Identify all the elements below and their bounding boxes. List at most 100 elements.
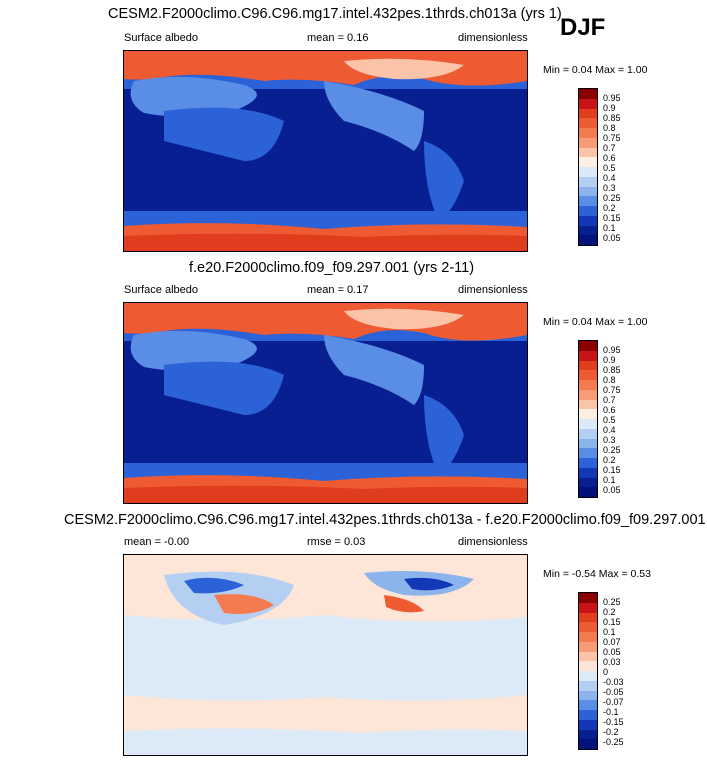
panel-1-units: dimensionless bbox=[458, 32, 528, 44]
panel-3-cb-swatch-1 bbox=[579, 593, 597, 603]
panel-1-cb-swatch-16 bbox=[579, 235, 597, 245]
panel-1-colorbar bbox=[578, 88, 598, 246]
panel-2-title: f.e20.F2000climo.f09_f09.297.001 (yrs 2-… bbox=[189, 260, 475, 276]
panel-1-cb-label-14: 0.1 bbox=[603, 223, 616, 233]
panel-1-cb-label-4: 0.8 bbox=[603, 123, 616, 133]
panel-2-cb-label-10: 0.3 bbox=[603, 435, 616, 445]
panel-3-cb-swatch-3 bbox=[579, 612, 597, 623]
panel-2-cb-label-1: 0.95 bbox=[603, 345, 621, 355]
panel-2-cb-label-5: 0.75 bbox=[603, 385, 621, 395]
panel-2-cb-swatch-10 bbox=[579, 428, 597, 439]
panel-3-cb-label-10: -0.05 bbox=[603, 687, 624, 697]
panel-2-cb-swatch-15 bbox=[579, 477, 597, 488]
panel-1-cb-swatch-14 bbox=[579, 215, 597, 226]
panel-3-cb-label-4: 0.1 bbox=[603, 627, 616, 637]
panel-1-cb-swatch-1 bbox=[579, 89, 597, 99]
panel-2-cb-label-4: 0.8 bbox=[603, 375, 616, 385]
panel-2-cb-label-3: 0.85 bbox=[603, 365, 621, 375]
panel-1-cb-label-3: 0.85 bbox=[603, 113, 621, 123]
panel-1-cb-label-11: 0.25 bbox=[603, 193, 621, 203]
panel-3-cb-label-15: -0.25 bbox=[603, 737, 624, 747]
panel-3-map-canvas bbox=[124, 555, 527, 755]
panel-2-cb-label-13: 0.15 bbox=[603, 465, 621, 475]
panel-3-cb-swatch-16 bbox=[579, 739, 597, 749]
panel-1-cb-label-8: 0.5 bbox=[603, 163, 616, 173]
panel-3-cb-swatch-8 bbox=[579, 661, 597, 671]
panel-2-minmax: Min = 0.04 Max = 1.00 bbox=[543, 316, 648, 328]
panel-1-cb-label-12: 0.2 bbox=[603, 203, 616, 213]
panel-3-cb-swatch-4 bbox=[579, 622, 597, 632]
panel-3-cb-label-3: 0.15 bbox=[603, 617, 621, 627]
panel-3-cb-swatch-2 bbox=[579, 602, 597, 613]
panel-3-cb-swatch-7 bbox=[579, 651, 597, 662]
panel-3-mean: mean = -0.00 bbox=[124, 536, 190, 548]
panel-3-cb-label-13: -0.15 bbox=[603, 717, 624, 727]
panel-2-cb-swatch-11 bbox=[579, 438, 597, 449]
panel-3-cb-swatch-14 bbox=[579, 719, 597, 730]
panel-1-cb-swatch-3 bbox=[579, 108, 597, 119]
panel-3-cb-swatch-15 bbox=[579, 729, 597, 740]
panel-3-cb-swatch-13 bbox=[579, 710, 597, 720]
panel-1-cb-swatch-6 bbox=[579, 137, 597, 148]
panel-1-cb-label-9: 0.4 bbox=[603, 173, 616, 183]
panel-2-variable: Surface albedo bbox=[124, 284, 198, 296]
panel-2-cb-swatch-13 bbox=[579, 458, 597, 468]
panel-1-map bbox=[123, 50, 528, 252]
panel-3-cb-label-14: -0.2 bbox=[603, 727, 619, 737]
season-label: DJF bbox=[560, 14, 606, 41]
panel-1-cb-swatch-8 bbox=[579, 157, 597, 167]
panel-2-units: dimensionless bbox=[458, 284, 528, 296]
panel-2-cb-swatch-7 bbox=[579, 399, 597, 410]
panel-2-cb-label-14: 0.1 bbox=[603, 475, 616, 485]
panel-3-cb-swatch-12 bbox=[579, 700, 597, 710]
panel-2-cb-label-15: 0.05 bbox=[603, 485, 621, 495]
panel-3-cb-label-5: 0.07 bbox=[603, 637, 621, 647]
panel-3-cb-label-1: 0.25 bbox=[603, 597, 621, 607]
panel-2-cb-swatch-1 bbox=[579, 341, 597, 351]
panel-3-colorbar bbox=[578, 592, 598, 750]
panel-1-cb-swatch-13 bbox=[579, 206, 597, 216]
panel-2-colorbar bbox=[578, 340, 598, 498]
panel-2-cb-swatch-4 bbox=[579, 370, 597, 380]
panel-2-cb-swatch-16 bbox=[579, 487, 597, 497]
panel-1-cb-swatch-12 bbox=[579, 196, 597, 206]
panel-2-map-canvas bbox=[124, 303, 527, 503]
panel-2-cb-label-9: 0.4 bbox=[603, 425, 616, 435]
panel-3-units: dimensionless bbox=[458, 536, 528, 548]
panel-1-cb-label-1: 0.95 bbox=[603, 93, 621, 103]
panel-2-map bbox=[123, 302, 528, 504]
panel-3-cb-label-6: 0.05 bbox=[603, 647, 621, 657]
panel-2-cb-swatch-14 bbox=[579, 467, 597, 478]
panel-2-cb-label-8: 0.5 bbox=[603, 415, 616, 425]
panel-1-cb-label-2: 0.9 bbox=[603, 103, 616, 113]
panel-3-map bbox=[123, 554, 528, 756]
panel-1-cb-swatch-10 bbox=[579, 176, 597, 187]
panel-2-cb-swatch-3 bbox=[579, 360, 597, 371]
panel-2-cb-label-12: 0.2 bbox=[603, 455, 616, 465]
panel-3-cb-swatch-11 bbox=[579, 690, 597, 701]
panel-1-cb-label-5: 0.75 bbox=[603, 133, 621, 143]
panel-1-cb-label-7: 0.6 bbox=[603, 153, 616, 163]
panel-1-cb-swatch-15 bbox=[579, 225, 597, 236]
panel-2-cb-swatch-6 bbox=[579, 389, 597, 400]
panel-3-cb-label-12: -0.1 bbox=[603, 707, 619, 717]
panel-2-mean: mean = 0.17 bbox=[307, 284, 369, 296]
panel-1-cb-label-6: 0.7 bbox=[603, 143, 616, 153]
panel-1-mean: mean = 0.16 bbox=[307, 32, 369, 44]
panel-2-cb-label-6: 0.7 bbox=[603, 395, 616, 405]
panel-3-cb-swatch-9 bbox=[579, 671, 597, 681]
panel-1-cb-label-10: 0.3 bbox=[603, 183, 616, 193]
panel-1-cb-swatch-9 bbox=[579, 167, 597, 177]
panel-1-cb-swatch-11 bbox=[579, 186, 597, 197]
panel-1-variable: Surface albedo bbox=[124, 32, 198, 44]
panel-3-cb-label-9: -0.03 bbox=[603, 677, 624, 687]
panel-2-cb-swatch-12 bbox=[579, 448, 597, 458]
panel-3-minmax: Min = -0.54 Max = 0.53 bbox=[543, 568, 651, 580]
panel-3-rmse: rmse = 0.03 bbox=[307, 536, 366, 548]
panel-2-cb-swatch-9 bbox=[579, 419, 597, 429]
panel-3-cb-label-7: 0.03 bbox=[603, 657, 621, 667]
panel-1-title: CESM2.F2000climo.C96.C96.mg17.intel.432p… bbox=[108, 6, 562, 22]
panel-2-cb-label-2: 0.9 bbox=[603, 355, 616, 365]
panel-1-cb-swatch-4 bbox=[579, 118, 597, 128]
panel-3-cb-label-2: 0.2 bbox=[603, 607, 616, 617]
